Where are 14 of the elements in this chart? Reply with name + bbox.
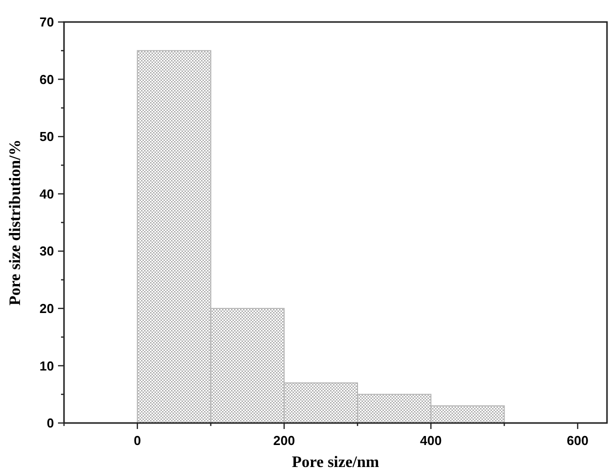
y-tick-label: 20	[40, 300, 54, 316]
y-tick-label: 40	[40, 186, 54, 202]
y-axis-title: Pore size distribution/%	[7, 140, 24, 306]
x-tick-label: 0	[134, 433, 141, 448]
x-tick-label: 400	[420, 433, 442, 448]
y-tick-label: 70	[40, 14, 54, 30]
y-tick-label: 60	[40, 72, 54, 87]
y-tick-label: 10	[40, 358, 54, 374]
y-tick-label: 50	[40, 129, 54, 144]
y-tick-label: 0	[46, 416, 54, 431]
x-tick-label: 600	[566, 433, 588, 448]
x-tick-label: 200	[273, 433, 295, 448]
x-axis-title: Pore size/nm	[292, 454, 380, 471]
y-tick-label: 30	[40, 244, 54, 259]
